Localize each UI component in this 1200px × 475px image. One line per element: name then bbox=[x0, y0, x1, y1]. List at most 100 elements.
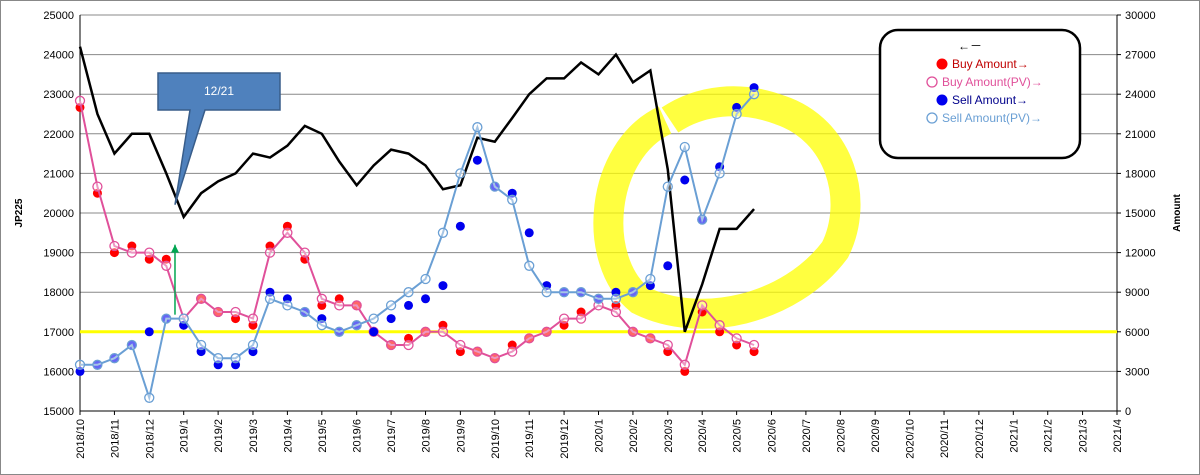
x-tick-label: 2018/12 bbox=[144, 419, 156, 459]
x-tick-label: 2019/7 bbox=[386, 419, 398, 453]
point bbox=[109, 240, 120, 252]
y-tick-label: 15000 bbox=[43, 406, 74, 418]
point bbox=[679, 359, 690, 370]
point bbox=[662, 339, 673, 351]
point bbox=[575, 313, 587, 324]
legend-marker bbox=[926, 76, 938, 88]
point bbox=[247, 313, 259, 324]
point bbox=[264, 293, 276, 304]
x-tick-label: 2020/11 bbox=[939, 419, 951, 458]
y2-tick-label: 12000 bbox=[1125, 248, 1156, 260]
point bbox=[299, 306, 310, 318]
y2-tick-label: 15000 bbox=[1125, 208, 1156, 220]
point bbox=[299, 247, 310, 258]
x-tick-label: 2020/4 bbox=[697, 419, 709, 453]
point bbox=[126, 247, 138, 258]
series-line bbox=[79, 100, 755, 367]
point bbox=[748, 339, 760, 351]
point bbox=[697, 300, 708, 311]
y2-tick-label: 9000 bbox=[1125, 287, 1149, 299]
series-line bbox=[78, 46, 755, 333]
point bbox=[385, 339, 397, 351]
x-tick-label: 2018/11 bbox=[109, 419, 121, 458]
legend-box bbox=[878, 28, 1082, 160]
point bbox=[92, 181, 103, 192]
point bbox=[455, 339, 466, 351]
point bbox=[74, 95, 86, 106]
point bbox=[195, 293, 207, 304]
y-tick-label: 18000 bbox=[43, 287, 74, 299]
point bbox=[645, 333, 656, 344]
highlight-circle bbox=[593, 86, 861, 329]
point bbox=[144, 327, 154, 337]
y-tick-label: 24000 bbox=[43, 50, 74, 62]
point bbox=[212, 353, 224, 364]
point bbox=[714, 168, 725, 179]
point bbox=[421, 294, 431, 304]
point bbox=[524, 228, 534, 238]
point bbox=[679, 141, 690, 153]
x-tick-label: 2021/4 bbox=[1112, 419, 1124, 453]
series-line bbox=[80, 93, 755, 402]
y-tick-label: 19000 bbox=[43, 248, 74, 260]
point bbox=[455, 168, 466, 179]
point bbox=[438, 281, 448, 291]
point bbox=[403, 287, 414, 298]
point bbox=[507, 194, 518, 205]
point bbox=[92, 359, 103, 370]
point bbox=[558, 287, 570, 298]
point bbox=[316, 293, 327, 304]
y2-tick-label: 0 bbox=[1125, 406, 1131, 418]
point bbox=[437, 326, 449, 337]
point bbox=[369, 327, 379, 337]
legend-label: Sell Amount(PV)→ bbox=[942, 111, 1042, 125]
legend: ←－ Buy Amount→ Buy Amount(PV)→ Sell Amount→… bbox=[926, 39, 1043, 125]
point bbox=[282, 300, 293, 311]
point bbox=[541, 326, 552, 337]
x-tick-label: 2018/10 bbox=[75, 419, 87, 459]
point bbox=[680, 175, 690, 185]
point bbox=[230, 353, 241, 364]
annotation-arrowhead bbox=[170, 244, 179, 253]
point bbox=[558, 313, 570, 324]
legend-label: Buy Amount→ bbox=[952, 57, 1029, 71]
point bbox=[178, 313, 189, 324]
point bbox=[731, 333, 742, 344]
legend-label: Buy Amount(PV)→ bbox=[942, 75, 1043, 89]
point bbox=[195, 339, 207, 351]
point bbox=[541, 287, 552, 298]
y-tick-label: 21000 bbox=[43, 168, 74, 180]
x-tick-label: 2020/3 bbox=[663, 419, 675, 453]
x-tick-label: 2019/8 bbox=[421, 419, 433, 453]
plot: 12/21 bbox=[74, 46, 1117, 403]
point bbox=[610, 293, 622, 304]
point bbox=[472, 155, 482, 165]
point bbox=[212, 306, 224, 318]
point bbox=[663, 261, 673, 271]
point bbox=[524, 333, 535, 344]
x-tick-label: 2019/11 bbox=[524, 419, 536, 458]
point bbox=[144, 392, 155, 403]
x-tick-label: 2020/2 bbox=[628, 419, 640, 453]
y2-tick-label: 27000 bbox=[1125, 50, 1156, 62]
point bbox=[230, 306, 241, 318]
point bbox=[126, 339, 138, 351]
point bbox=[489, 181, 500, 192]
point bbox=[420, 326, 431, 337]
legend-marker bbox=[936, 94, 948, 106]
point bbox=[334, 300, 345, 311]
point bbox=[627, 326, 639, 337]
point bbox=[714, 320, 725, 331]
point bbox=[662, 181, 673, 192]
point bbox=[351, 320, 362, 331]
point bbox=[420, 273, 431, 285]
point bbox=[386, 314, 396, 324]
point bbox=[645, 273, 656, 285]
point bbox=[109, 353, 120, 364]
y2-axis-title: Amount bbox=[1172, 193, 1183, 231]
legend-marker bbox=[926, 112, 938, 124]
x-tick-label: 2020/8 bbox=[835, 419, 847, 453]
x-tick-label: 2019/5 bbox=[317, 419, 329, 453]
y-tick-label: 16000 bbox=[43, 366, 74, 378]
